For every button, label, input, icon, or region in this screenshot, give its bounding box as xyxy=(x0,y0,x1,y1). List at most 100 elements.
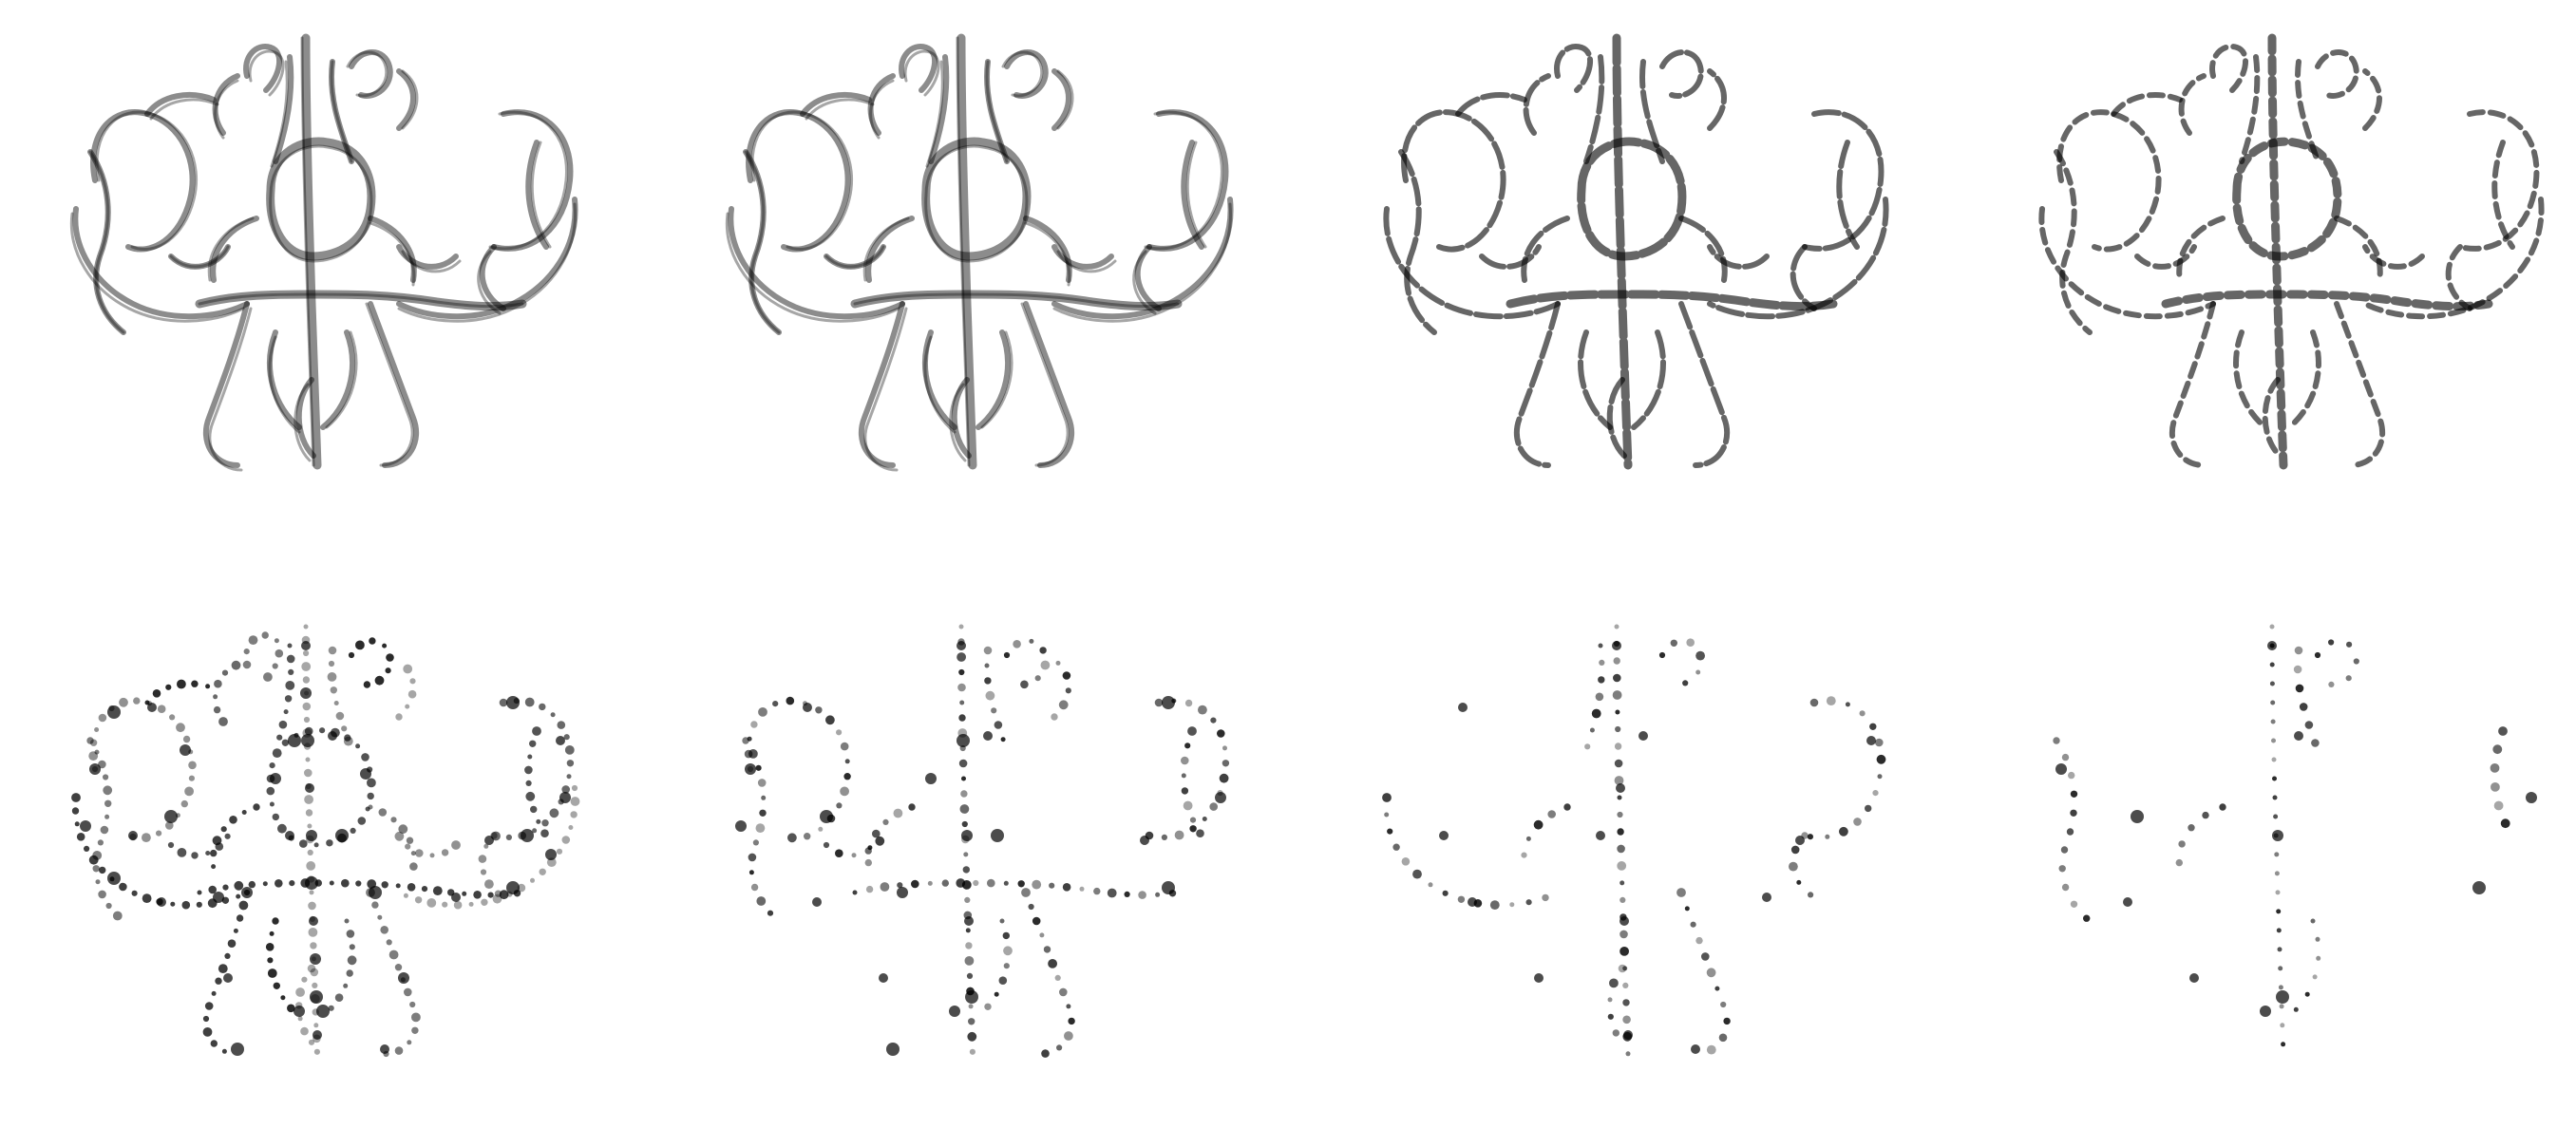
vessel-dot xyxy=(1789,861,1798,872)
vessel-dot xyxy=(371,901,379,909)
vessel-node xyxy=(316,1005,330,1018)
vessel-dot xyxy=(525,780,532,786)
vessel-segment xyxy=(477,250,502,315)
vessel-segment xyxy=(1004,49,1049,99)
vessel-dot xyxy=(2271,738,2276,743)
vessel-dot xyxy=(1065,687,1071,694)
vessel-dot xyxy=(188,761,197,770)
vessel-dot xyxy=(566,774,572,780)
vessel-dot xyxy=(165,821,174,830)
vessel-dot xyxy=(473,891,482,899)
vessel-dot xyxy=(313,842,319,848)
vessel-dot xyxy=(227,939,237,948)
vessel-dot xyxy=(1064,1031,1073,1041)
vessel-dot xyxy=(84,845,90,852)
vessel-dot xyxy=(1161,834,1167,840)
vessel-dot xyxy=(1079,886,1085,892)
vessel-dot xyxy=(1614,759,1623,768)
vessel-node xyxy=(559,792,571,803)
vessel-dot xyxy=(229,816,237,824)
vessel-dot xyxy=(357,817,367,825)
vessel-dot xyxy=(119,697,128,707)
vessel-dot xyxy=(355,743,361,749)
vessel-segment xyxy=(858,301,905,468)
vessel-dot xyxy=(99,866,106,874)
vessel-dot xyxy=(283,709,289,715)
vessel-dot xyxy=(441,849,449,856)
vessel-dot xyxy=(344,918,350,924)
vessel-dot xyxy=(1525,899,1532,906)
vessel-dot xyxy=(1613,657,1620,665)
vessel-dot xyxy=(104,799,112,807)
vessel-dot xyxy=(2066,828,2074,836)
vessel-node xyxy=(213,892,224,903)
vessel-segment xyxy=(750,110,854,252)
vessel-node xyxy=(451,893,461,902)
vessel-segment xyxy=(2178,73,2207,136)
vessel-dot xyxy=(478,855,487,863)
vessel-segment xyxy=(368,301,420,468)
vessel-dot xyxy=(2178,840,2186,848)
vessel-dot xyxy=(142,833,151,842)
vessel-dot xyxy=(1401,857,1411,866)
vessel-dot xyxy=(307,823,313,829)
vessel-dot xyxy=(2491,782,2500,792)
vessel-dot xyxy=(236,893,241,899)
vessel-dot xyxy=(305,809,313,817)
vessel-dot xyxy=(1055,660,1061,666)
vessel-dot xyxy=(406,837,414,844)
vessel-dot xyxy=(1013,640,1021,649)
vessel-segment xyxy=(87,149,126,335)
vessel-node xyxy=(1691,1044,1700,1054)
vessel-dot xyxy=(1542,893,1549,902)
vessel-dot xyxy=(1618,964,1627,973)
vessel-node xyxy=(1439,831,1449,840)
vessel-dot xyxy=(218,964,228,973)
vessel-dot xyxy=(761,795,767,800)
vessel-node xyxy=(1215,792,1226,803)
vessel-dot xyxy=(1198,705,1207,715)
vessel-dot xyxy=(1619,930,1628,939)
vessel-dot xyxy=(74,821,80,827)
vessel-segment xyxy=(369,221,416,287)
vessel-segment xyxy=(479,244,506,311)
vessel-dot xyxy=(487,892,494,898)
vessel-dot xyxy=(421,886,428,893)
vessel-dot xyxy=(2274,871,2280,876)
vessel-node xyxy=(2055,763,2067,775)
vessel-dot xyxy=(269,801,275,807)
vessel-segment xyxy=(1631,329,1666,430)
vessel-dot xyxy=(304,768,313,778)
vessel-dot xyxy=(1521,852,1527,858)
vessel-dot xyxy=(272,917,279,925)
vessel-node xyxy=(1762,893,1771,902)
vessel-dot xyxy=(343,983,349,988)
vessel-dot xyxy=(557,721,566,729)
vessel-dot xyxy=(297,1016,303,1022)
vessel-dot xyxy=(1442,890,1449,896)
vessel-segment xyxy=(869,79,895,140)
vessel-dot xyxy=(411,1026,419,1034)
vessel-segment xyxy=(922,329,957,430)
vessel-segment xyxy=(1521,216,1570,283)
vessel-dot xyxy=(328,660,335,667)
vessel-dot xyxy=(319,727,326,734)
vessel-node xyxy=(147,703,157,712)
vessel-dot xyxy=(341,878,350,888)
vessel-dot xyxy=(882,818,889,825)
vessel-dot xyxy=(927,880,933,886)
vessel-dot xyxy=(2278,966,2283,971)
vessel-dot xyxy=(377,914,383,920)
vessel-dot xyxy=(335,711,345,721)
vessel-dot xyxy=(1869,723,1877,730)
vessel-dot xyxy=(962,866,970,874)
vessel-node xyxy=(1140,836,1149,845)
vessel-dot xyxy=(1617,828,1624,836)
vessel-segment xyxy=(923,335,957,434)
vessel-segment xyxy=(2038,206,2216,320)
vessel-segment xyxy=(2239,54,2261,164)
vessel-segment xyxy=(396,68,416,131)
vessel-segment xyxy=(865,216,915,283)
vessel-segment xyxy=(728,206,905,320)
vessel-dot xyxy=(182,735,191,743)
